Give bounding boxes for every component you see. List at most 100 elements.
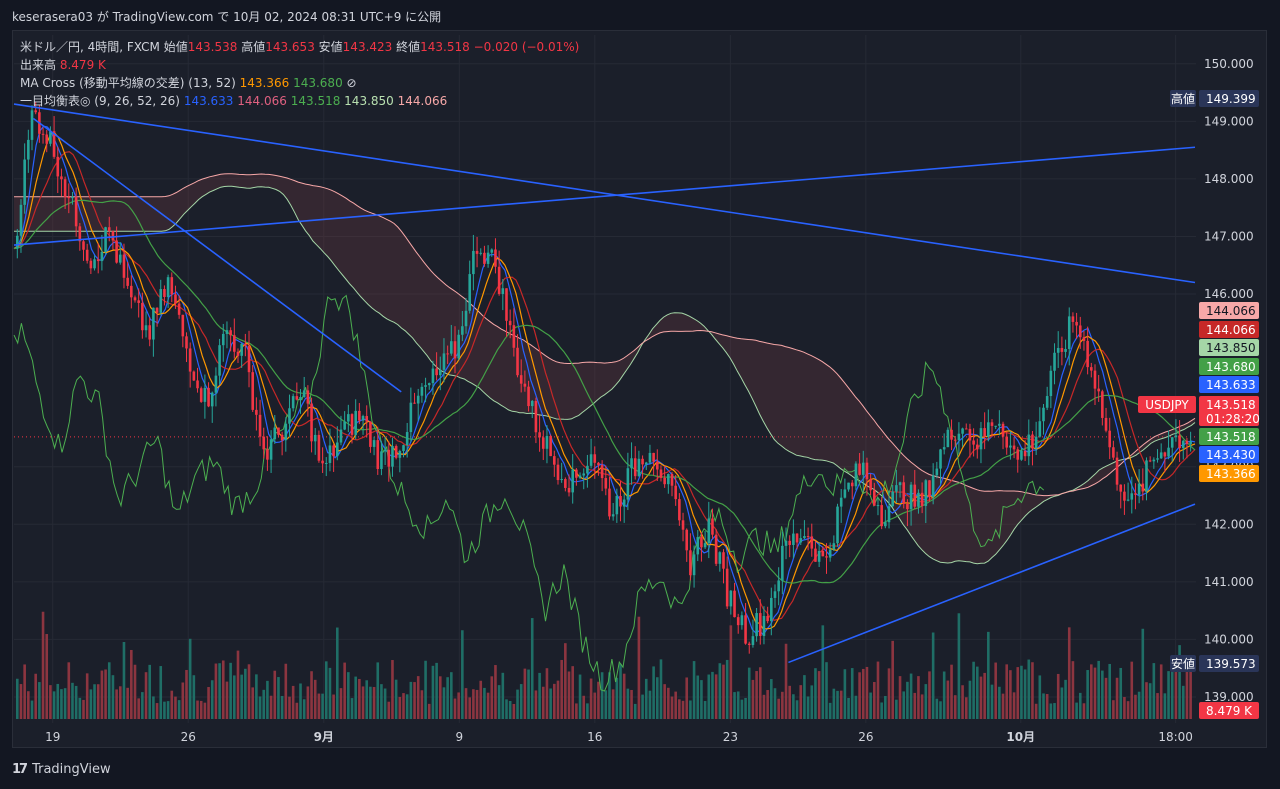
volume-bar (553, 683, 556, 719)
legend-symbol[interactable]: 米ドル／円, 4時間, FXCM (20, 40, 160, 54)
volume-bar (130, 649, 133, 719)
ichimoku-label[interactable]: 一目均衡表◎ (9, 26, 52, 26) (20, 94, 180, 108)
candle-body (358, 410, 361, 421)
legend: 米ドル／円, 4時間, FXCM 始値143.538 高値143.653 安値1… (20, 38, 579, 110)
volume-bar (472, 689, 475, 719)
candle-body (600, 465, 604, 479)
candle-body (755, 613, 758, 637)
volume-bar (773, 688, 777, 719)
candle-body (1119, 484, 1123, 492)
y-tick-label: 142.000 (1204, 517, 1254, 531)
candle-body (681, 520, 685, 530)
candle-body (122, 254, 126, 278)
x-tick-label: 23 (723, 730, 738, 744)
volume-bar (1104, 677, 1108, 719)
volume-bar (1031, 662, 1034, 719)
price-badge-value: 143.680 (1206, 360, 1256, 374)
candle-body (858, 463, 861, 475)
trendlines[interactable] (13, 103, 1196, 664)
candle-body (155, 307, 159, 313)
candle-body (324, 462, 328, 464)
ma-fast-line (13, 132, 1196, 630)
volume-bar (1145, 682, 1148, 719)
candle-body (964, 428, 968, 430)
candle-body (365, 416, 369, 422)
volume-bar (1045, 694, 1049, 719)
candle-body (898, 482, 902, 486)
footer[interactable]: 17 TradingView (12, 762, 111, 777)
candle-body (284, 423, 288, 441)
low-value: 143.423 (342, 40, 393, 54)
volume-bar (608, 672, 611, 719)
volume-bar (847, 697, 850, 719)
x-tick-label: 9月 (314, 730, 334, 744)
volume-bar (251, 687, 254, 719)
volume-bar (832, 688, 836, 719)
volume-bar (313, 679, 317, 719)
candle-body (398, 451, 402, 458)
candle-body (994, 425, 997, 427)
volume-bar (1064, 679, 1067, 719)
hidden-icon[interactable]: ⊘ (346, 76, 357, 90)
volume-bar (218, 663, 221, 719)
volume-bar (582, 695, 586, 719)
candle-body (564, 479, 567, 488)
price-badge (1199, 446, 1259, 463)
candle-body (442, 353, 446, 370)
volume-bar (358, 678, 361, 719)
volume-label[interactable]: 出来高 (20, 58, 57, 72)
volume-bar (1078, 692, 1082, 719)
volume-bar (983, 672, 986, 719)
volume-bar (188, 638, 192, 719)
volume-bar (814, 668, 817, 719)
volume-bar (523, 668, 527, 719)
candle-body (490, 249, 494, 253)
volume-bar (1189, 663, 1192, 719)
volume-bar (564, 643, 567, 719)
volume-bar (1034, 703, 1038, 719)
price-badge (1199, 702, 1259, 719)
price-badge-countdown: 01:28:20 (1206, 412, 1260, 426)
volume-bar (383, 688, 387, 719)
price-badge (1199, 655, 1259, 672)
legend-volume: 出来高 8.479 K (20, 56, 579, 74)
volume-bar (1093, 667, 1097, 719)
candle-body (96, 259, 100, 262)
volume-bar (670, 696, 674, 719)
price-badge-value: 139.573 (1206, 657, 1256, 671)
candle-body (93, 259, 96, 269)
volume-bar (137, 698, 140, 719)
close-value: 143.518 (420, 40, 470, 54)
ma-cross-label[interactable]: MA Cross (移動平均線の交差) (13, 52) (20, 76, 236, 90)
candle-body (718, 552, 722, 564)
volume-bar (273, 670, 277, 719)
volume-bar (1020, 665, 1023, 719)
volume-bar (372, 687, 376, 719)
volume-bar (453, 698, 457, 719)
volume-bar (78, 697, 82, 719)
candle-body (1027, 434, 1031, 457)
volume-bar (284, 663, 288, 719)
volume-bar (343, 662, 346, 719)
volume-bar (637, 616, 641, 719)
volume-bar (641, 694, 644, 719)
candle-body (229, 330, 232, 336)
volume-bar (1123, 697, 1126, 719)
volume-bar (942, 671, 946, 719)
indicator-lines (13, 125, 1196, 692)
candle-body (321, 460, 324, 464)
volume-bar (689, 700, 692, 719)
volume-bar (225, 681, 229, 719)
candle-body (655, 461, 659, 470)
volume-bar (1067, 627, 1071, 719)
time-axis[interactable]: 19 26 9月 9 16 23 26 10月 18:00 (45, 730, 1193, 744)
candle-body (479, 252, 483, 254)
candle-body (1145, 460, 1148, 492)
volume-bar (324, 661, 328, 719)
volume-bar (545, 668, 549, 719)
price-badge (1199, 358, 1259, 375)
volume-bar (16, 678, 19, 719)
candle-body (736, 617, 740, 626)
volume-bar (199, 700, 203, 719)
